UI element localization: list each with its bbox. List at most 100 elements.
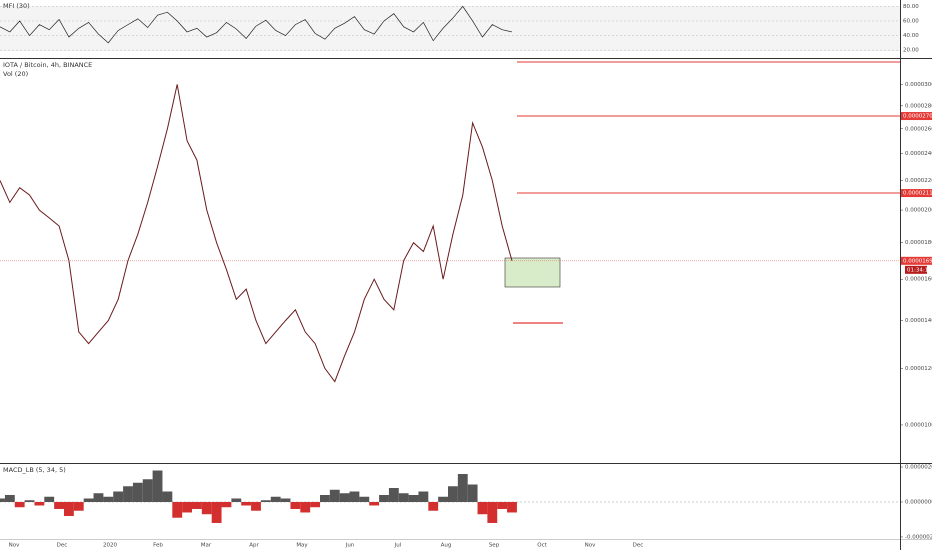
macd-bar (221, 501, 232, 508)
y-tick-label: -0.00000200 (905, 534, 932, 540)
level-label: 0.00002709 (903, 114, 932, 120)
x-tick-label: Aug (441, 543, 452, 549)
mfi-title: MFI (30) (3, 2, 30, 10)
macd-bar (369, 501, 380, 506)
y-tick-label: 0.00002000 (905, 208, 932, 214)
y-tick-label: 0.00001200 (905, 366, 932, 372)
level-tag (901, 189, 932, 198)
macd-bar (14, 501, 25, 508)
macd-bar (152, 470, 163, 502)
macd-bar (320, 494, 330, 502)
countdown-tag (905, 265, 927, 274)
macd-bar (487, 501, 498, 523)
y-tick-label: 0.00002200 (905, 178, 932, 184)
macd-bar (260, 500, 271, 502)
macd-bar (34, 501, 45, 506)
level-label: 0.00002113 (903, 191, 932, 197)
x-tick-label: Apr (249, 543, 259, 549)
x-tick-label: Nov (9, 543, 20, 549)
macd-bar (270, 496, 281, 502)
macd-bar (398, 493, 409, 502)
macd-bar (64, 501, 74, 516)
level-tag (901, 112, 932, 121)
macd-bar (113, 491, 124, 502)
macd-bar (132, 482, 143, 502)
x-tick-label: Sep (489, 543, 500, 549)
x-tick-label: Jun (345, 543, 355, 549)
macd-bar (310, 501, 320, 508)
macd-bar (73, 501, 84, 511)
macd-bar (123, 486, 133, 502)
x-tick-label: Dec (633, 543, 644, 549)
macd-bar (192, 501, 202, 509)
y-tick-label: 0.00002400 (905, 151, 932, 157)
macd-bar (251, 501, 261, 511)
price-line (0, 84, 513, 383)
x-tick-label: Mar (201, 543, 212, 549)
y-tick-label: 40.00 (903, 33, 919, 39)
macd-bar (408, 494, 419, 502)
macd-bar (329, 489, 340, 502)
x-tick-label: Nov (585, 543, 596, 549)
macd-bar (428, 501, 439, 511)
macd-bar (54, 501, 64, 509)
macd-bar (507, 501, 517, 513)
x-tick-label: May (296, 543, 308, 549)
macd-bar (142, 479, 153, 502)
last-price-label: 0.00001698 (903, 258, 932, 264)
y-tick-label: 0.00001400 (905, 318, 932, 324)
macd-bar (0, 498, 5, 502)
macd-bar (231, 498, 242, 502)
macd-bar (211, 501, 222, 523)
y-tick-label: 0.00001000 (905, 422, 932, 428)
last-price-tag (901, 256, 932, 265)
macd-bar (290, 501, 301, 509)
chart-title: IOTA / Bitcoin, 4h, BINANCE (3, 61, 92, 69)
y-tick-label: 60.00 (903, 18, 919, 24)
y-tick-label: 0.00000000 (905, 499, 932, 505)
macd-bar (44, 496, 55, 502)
x-tick-label: Jul (394, 543, 402, 549)
y-tick-label: 0.00000200 (905, 465, 932, 471)
macd-bar (103, 496, 114, 502)
macd-bar (24, 500, 35, 502)
macd-bar (300, 501, 311, 513)
macd-bar (339, 493, 350, 502)
macd-bar (477, 501, 488, 515)
macd-bar (241, 501, 252, 506)
macd-bar (83, 498, 94, 502)
macd-bar (379, 494, 389, 502)
y-tick-label: 20.00 (903, 48, 919, 54)
x-tick-label: 2020 (103, 543, 117, 549)
mfi-band (0, 6, 900, 51)
macd-bar (448, 486, 458, 502)
y-tick-label: 0.00001600 (905, 277, 932, 283)
x-tick-label: Feb (153, 543, 163, 549)
macd-bar (418, 491, 429, 502)
macd-bar (93, 493, 104, 502)
macd-bar (280, 498, 291, 502)
macd-title: MACD_LB (5, 34, 5) (3, 466, 66, 474)
x-tick-label: Oct (537, 543, 547, 549)
macd-bar (388, 488, 399, 502)
macd-bar (497, 501, 508, 509)
macd-bar (359, 496, 370, 502)
macd-bar (457, 474, 468, 502)
x-tick-label: Dec (57, 543, 68, 549)
y-tick-label: 0.00001800 (905, 240, 932, 246)
mfi-line (0, 5, 513, 44)
y-tick-label: 0.00002800 (905, 103, 932, 109)
y-tick-label: 0.00003000 (905, 82, 932, 88)
macd-bar (4, 494, 15, 502)
target-zone (504, 257, 561, 288)
volume-title: Vol (20) (3, 70, 28, 78)
macd-bar (182, 501, 192, 513)
macd-bar (438, 496, 448, 502)
macd-bar (467, 484, 478, 502)
macd-bar (172, 501, 183, 518)
y-tick-label: 80.00 (903, 4, 919, 10)
macd-bar (201, 501, 212, 515)
countdown: 01:34:13 (907, 267, 932, 273)
